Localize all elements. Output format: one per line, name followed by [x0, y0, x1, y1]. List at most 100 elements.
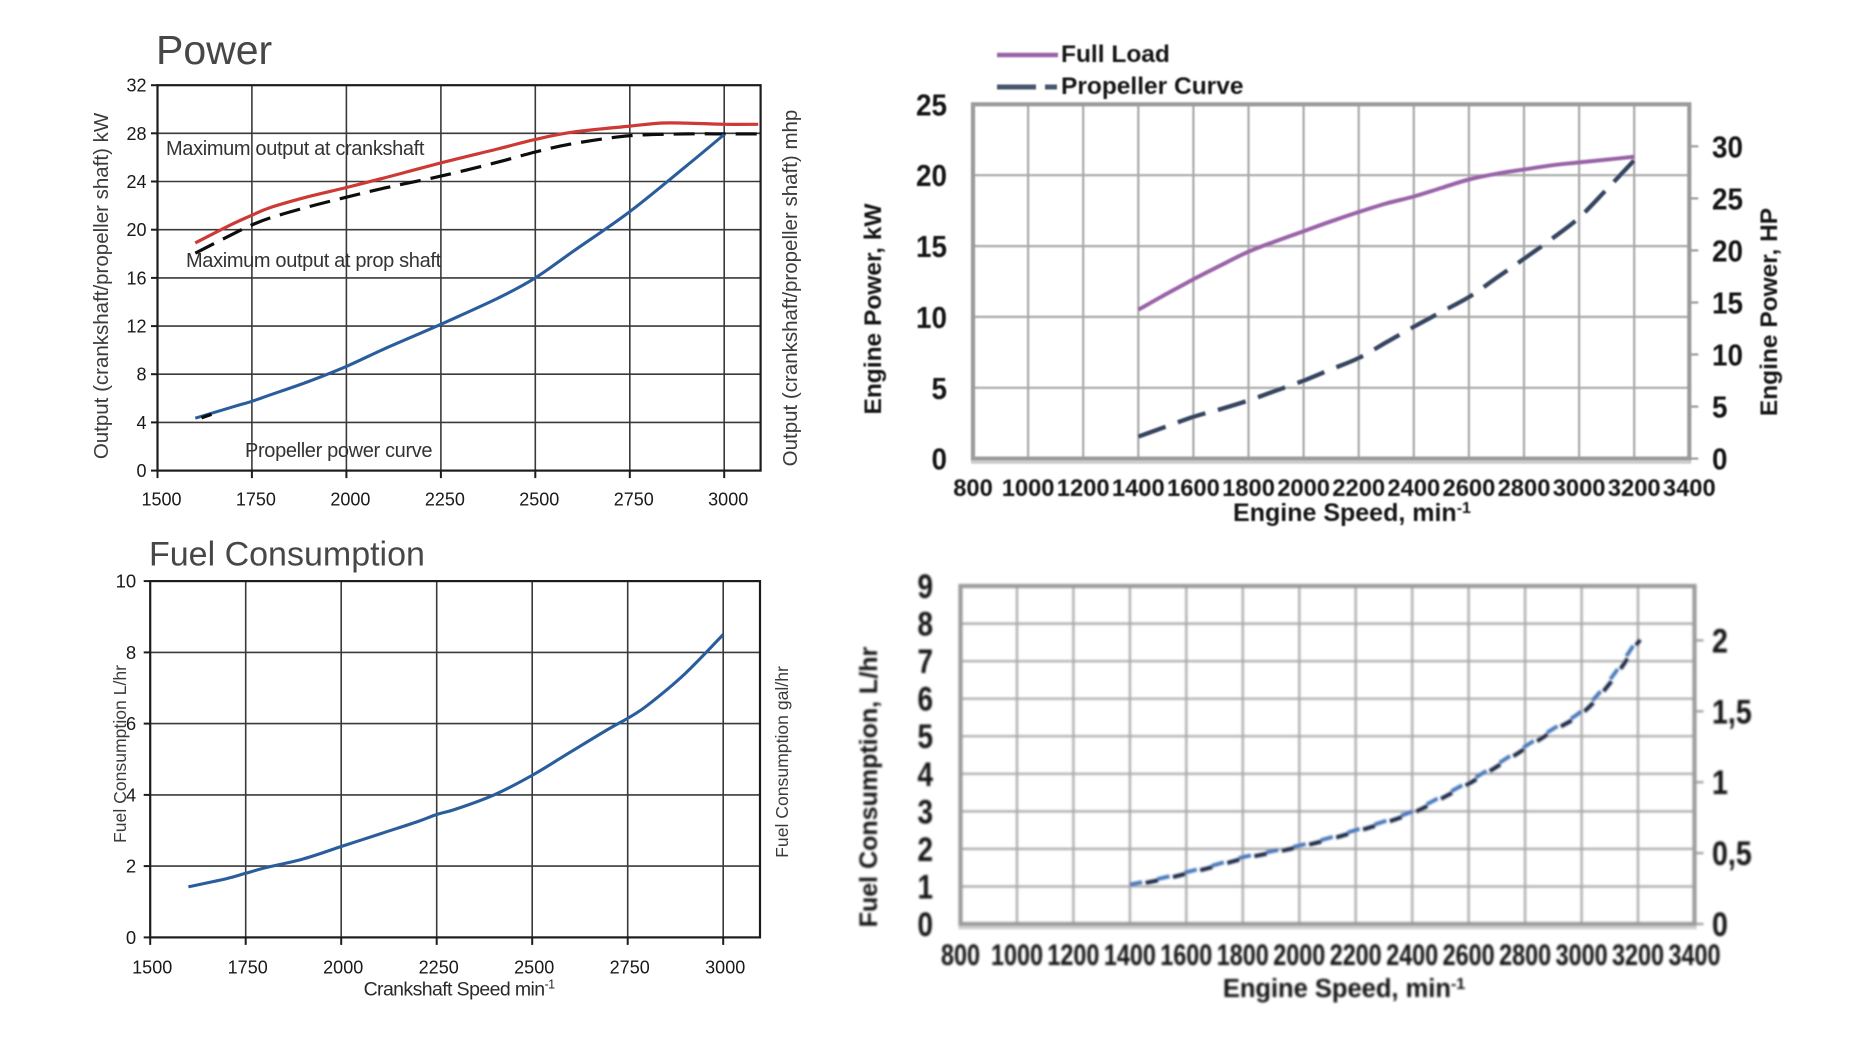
svg-text:5: 5	[918, 718, 934, 756]
svg-text:Output (crankshaft/propeller s: Output (crankshaft/propeller shaft) mhp	[779, 110, 802, 467]
svg-text:Engine Speed, min-1: Engine Speed, min-1	[1233, 499, 1471, 527]
svg-text:16: 16	[126, 268, 146, 288]
svg-text:Engine Power, HP: Engine Power, HP	[1756, 208, 1783, 416]
svg-text:3000: 3000	[705, 958, 745, 978]
svg-text:9: 9	[918, 568, 934, 606]
svg-text:12: 12	[126, 317, 146, 337]
svg-text:7: 7	[918, 643, 934, 681]
svg-text:20: 20	[126, 220, 146, 240]
svg-text:3000: 3000	[708, 490, 748, 510]
svg-text:25: 25	[1712, 181, 1743, 216]
svg-text:8: 8	[126, 642, 136, 663]
svg-text:Fuel Consumption L/hr: Fuel Consumption L/hr	[110, 665, 130, 843]
svg-text:1,5: 1,5	[1712, 693, 1752, 731]
svg-text:2: 2	[126, 856, 136, 877]
svg-text:3000: 3000	[1553, 475, 1606, 502]
svg-text:1600: 1600	[1167, 475, 1220, 502]
svg-text:1500: 1500	[132, 958, 172, 978]
svg-text:Engine Power, kW: Engine Power, kW	[860, 203, 887, 415]
svg-text:4: 4	[136, 413, 146, 433]
svg-text:Fuel Consumption, L/hr: Fuel Consumption, L/hr	[855, 646, 883, 927]
svg-text:6: 6	[126, 713, 136, 734]
svg-text:0: 0	[126, 927, 136, 948]
svg-text:Propeller power curve: Propeller power curve	[245, 440, 432, 462]
svg-text:8: 8	[136, 365, 146, 385]
svg-text:1000: 1000	[1002, 475, 1055, 502]
svg-text:3200: 3200	[1612, 939, 1664, 972]
svg-text:2400: 2400	[1386, 939, 1438, 972]
svg-text:0: 0	[1712, 906, 1728, 944]
svg-text:6: 6	[918, 681, 934, 719]
svg-text:Maximum output at prop shaft: Maximum output at prop shaft	[186, 250, 442, 272]
svg-text:2800: 2800	[1499, 939, 1551, 972]
svg-text:5: 5	[932, 371, 948, 406]
svg-text:Propeller Curve: Propeller Curve	[1061, 73, 1243, 100]
svg-text:32: 32	[126, 76, 146, 96]
svg-text:2: 2	[918, 831, 934, 869]
svg-text:1000: 1000	[991, 939, 1043, 972]
svg-text:0: 0	[918, 906, 934, 944]
svg-text:Fuel Consumption gal/hr: Fuel Consumption gal/hr	[772, 666, 792, 858]
svg-text:2000: 2000	[330, 490, 370, 510]
svg-text:5: 5	[1712, 390, 1728, 425]
svg-text:1: 1	[918, 869, 934, 907]
svg-text:2800: 2800	[1498, 475, 1551, 502]
svg-text:1200: 1200	[1057, 475, 1110, 502]
svg-text:Maximum output at crankshaft: Maximum output at crankshaft	[166, 138, 425, 160]
svg-text:1600: 1600	[1160, 939, 1212, 972]
svg-text:4: 4	[918, 756, 934, 794]
svg-text:2200: 2200	[1330, 939, 1382, 972]
svg-text:2750: 2750	[614, 490, 654, 510]
svg-text:0: 0	[932, 442, 948, 477]
svg-text:3: 3	[918, 793, 934, 831]
svg-text:1400: 1400	[1104, 939, 1156, 972]
svg-text:4: 4	[126, 784, 136, 805]
svg-text:2500: 2500	[519, 490, 559, 510]
svg-text:Power: Power	[156, 27, 272, 73]
svg-text:25: 25	[916, 87, 947, 122]
svg-text:2500: 2500	[514, 958, 554, 978]
svg-text:0: 0	[136, 461, 146, 481]
svg-text:10: 10	[916, 300, 947, 335]
svg-text:2200: 2200	[1332, 475, 1385, 502]
svg-text:2000: 2000	[323, 958, 363, 978]
svg-text:15: 15	[1712, 286, 1743, 321]
svg-text:800: 800	[953, 475, 993, 502]
svg-text:2600: 2600	[1443, 939, 1495, 972]
svg-text:2000: 2000	[1273, 939, 1325, 972]
svg-text:20: 20	[916, 158, 947, 193]
svg-text:2000: 2000	[1277, 475, 1330, 502]
svg-text:3400: 3400	[1663, 475, 1716, 502]
svg-text:20: 20	[1712, 233, 1743, 268]
svg-text:0: 0	[1712, 442, 1728, 477]
svg-text:1800: 1800	[1217, 939, 1269, 972]
svg-text:800: 800	[941, 939, 980, 972]
svg-text:1500: 1500	[141, 490, 181, 510]
svg-text:10: 10	[116, 571, 137, 592]
svg-text:2: 2	[1712, 622, 1728, 660]
svg-text:2250: 2250	[419, 958, 459, 978]
svg-text:2750: 2750	[610, 958, 650, 978]
svg-text:0,5: 0,5	[1712, 835, 1752, 873]
svg-text:10: 10	[1712, 338, 1743, 373]
svg-text:28: 28	[126, 124, 146, 144]
svg-text:1750: 1750	[236, 490, 276, 510]
svg-text:Crankshaft Speed min-1: Crankshaft Speed min-1	[364, 978, 556, 1001]
svg-text:30: 30	[1712, 129, 1743, 164]
svg-text:1750: 1750	[228, 958, 268, 978]
svg-text:Fuel Consumption: Fuel Consumption	[149, 536, 425, 574]
svg-text:3400: 3400	[1669, 939, 1721, 972]
svg-text:1400: 1400	[1112, 475, 1165, 502]
svg-text:2600: 2600	[1443, 475, 1496, 502]
svg-text:8: 8	[918, 606, 934, 644]
svg-text:24: 24	[126, 172, 146, 192]
svg-text:15: 15	[916, 229, 947, 264]
svg-text:Output (crankshaft/propeller s: Output (crankshaft/propeller shaft) kW	[90, 112, 113, 459]
svg-text:3000: 3000	[1556, 939, 1608, 972]
svg-text:1: 1	[1712, 764, 1728, 802]
svg-text:1200: 1200	[1047, 939, 1099, 972]
svg-text:1800: 1800	[1222, 475, 1275, 502]
svg-text:3200: 3200	[1608, 475, 1661, 502]
svg-text:2250: 2250	[425, 490, 465, 510]
svg-text:2400: 2400	[1387, 475, 1440, 502]
